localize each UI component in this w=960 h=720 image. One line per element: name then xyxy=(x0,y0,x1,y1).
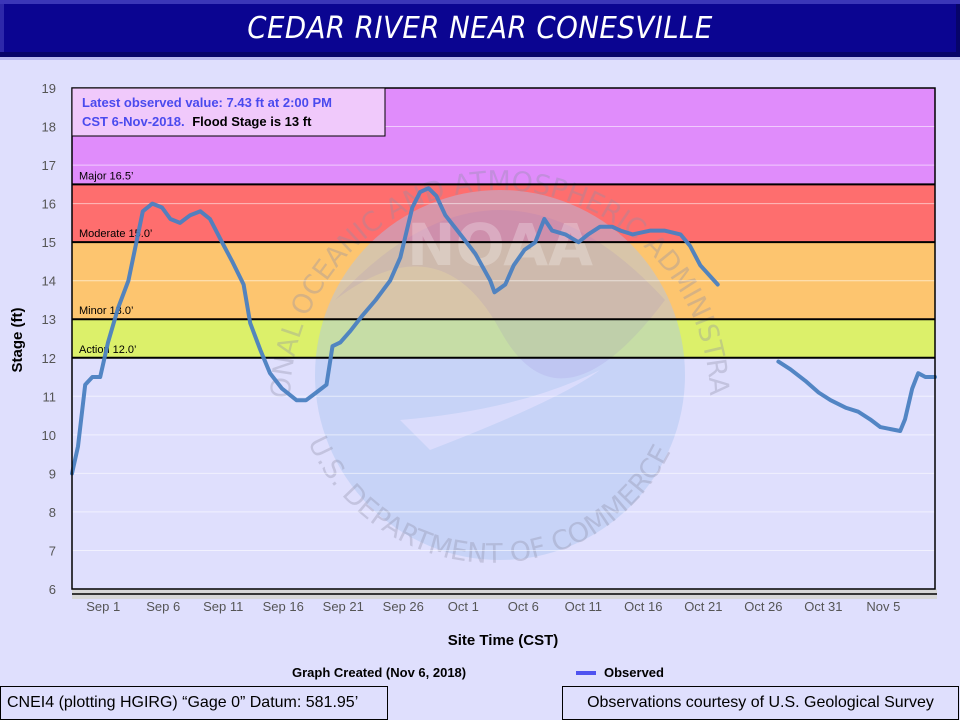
y-tick-label: 11 xyxy=(43,389,57,404)
y-tick-label: 12 xyxy=(42,351,56,366)
latest-value-text: Latest observed value: 7.43 ft at 2:00 P… xyxy=(82,95,332,110)
legend-observed-label: Observed xyxy=(604,665,664,680)
x-tick-label: Oct 26 xyxy=(744,599,782,614)
x-tick-label: Sep 16 xyxy=(263,599,304,614)
courtesy-box: Observations courtesy of U.S. Geological… xyxy=(562,686,959,720)
y-tick-label: 6 xyxy=(49,582,56,597)
x-tick-label: Oct 21 xyxy=(684,599,722,614)
datum-info-box: CNEI4 (plotting HGIRG) “Gage 0” Datum: 5… xyxy=(0,686,388,720)
plot-frame xyxy=(71,87,936,590)
latest-info-box: Latest observed value: 7.43 ft at 2:00 P… xyxy=(71,87,386,137)
y-tick-label: 14 xyxy=(42,274,56,289)
graph-created-label: Graph Created (Nov 6, 2018) xyxy=(292,665,467,680)
legend-observed-swatch xyxy=(576,670,596,675)
svg-text:CST 6-Nov-2018. Flood St: CST 6-Nov-2018. Flood Stage is 13 ft xyxy=(82,114,312,129)
y-tick-label: 18 xyxy=(42,120,56,135)
y-tick-label: 15 xyxy=(42,235,56,250)
legend: Observed xyxy=(576,665,664,680)
y-tick-label: 7 xyxy=(49,543,56,558)
x-tick-label: Oct 31 xyxy=(804,599,842,614)
observed-line-segment-2 xyxy=(776,359,937,433)
y-tick-label: 13 xyxy=(42,312,56,327)
x-tick-label: Sep 26 xyxy=(383,599,424,614)
flood-band-action xyxy=(72,319,935,358)
x-tick-label: Oct 11 xyxy=(565,599,602,614)
x-tick-label: Oct 1 xyxy=(448,599,479,614)
x-tick-label: Nov 5 xyxy=(866,599,900,614)
latest-date-text: CST 6-Nov-2018. xyxy=(82,114,185,129)
flood-label-major: Major 16.5’ xyxy=(79,170,133,182)
y-tick-label: 8 xyxy=(49,505,56,520)
noaa-logo-gull xyxy=(400,370,600,450)
observed-line-segment-1 xyxy=(70,186,720,476)
flood-stage-text: Flood Stage is 13 ft xyxy=(192,114,312,129)
x-tick-label: Sep 6 xyxy=(146,599,180,614)
y-tick-label: 9 xyxy=(49,466,56,481)
y-tick-label: 16 xyxy=(42,197,56,212)
x-tick-label: Sep 11 xyxy=(203,599,243,614)
chart-title: CEDAR RIVER NEAR CONESVILLE xyxy=(247,11,713,46)
x-tick-label: Oct 6 xyxy=(508,599,539,614)
x-axis-label: Site Time (CST) xyxy=(448,632,559,649)
title-divider xyxy=(0,57,960,60)
flood-label-moderate: Moderate 15.0’ xyxy=(79,228,152,240)
y-tick-label: 17 xyxy=(42,158,56,173)
x-tick-label: Sep 21 xyxy=(323,599,364,614)
y-tick-label: 19 xyxy=(42,81,56,96)
x-tick-label: Oct 16 xyxy=(624,599,662,614)
noaa-logo-text: NOAA xyxy=(407,211,593,279)
y-tick-label: 10 xyxy=(42,428,56,443)
noaa-logo-bird-top xyxy=(335,210,665,379)
y-axis-label: Stage (ft) xyxy=(9,308,26,373)
x-tick-label: Sep 1 xyxy=(86,599,120,614)
flood-label-minor: Minor 13.0’ xyxy=(79,305,133,317)
noaa-logo-circle xyxy=(315,190,685,560)
title-bar: CEDAR RIVER NEAR CONESVILLE xyxy=(0,0,960,57)
